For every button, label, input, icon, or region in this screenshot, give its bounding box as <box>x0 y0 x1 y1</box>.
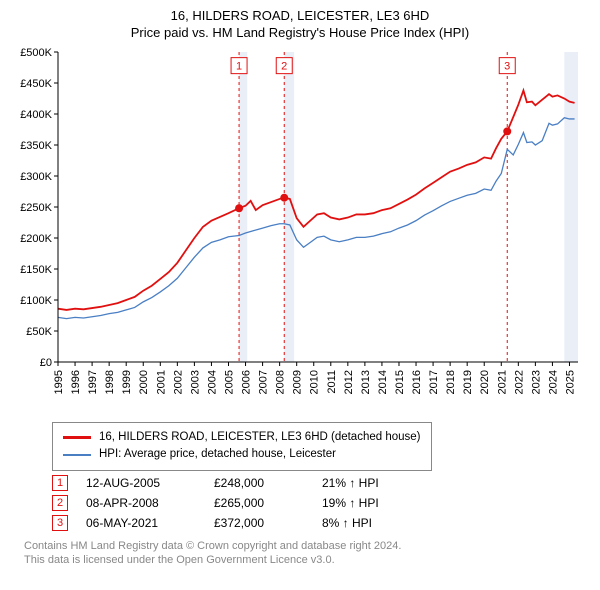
svg-text:£350K: £350K <box>20 140 52 152</box>
svg-text:2004: 2004 <box>206 370 218 394</box>
svg-text:£400K: £400K <box>20 109 52 121</box>
chart-container: £0 £50K £100K £150K £200K £250K £300K £350K £400… <box>12 46 588 416</box>
footer-line: This data is licensed under the Open Gov… <box>24 553 588 568</box>
annotation-price: £372,000 <box>214 516 304 530</box>
svg-text:2019: 2019 <box>462 370 474 394</box>
annotations-table: 1 12-AUG-2005 £248,000 21% ↑ HPI 2 08-AP… <box>52 475 588 531</box>
svg-text:£50K: £50K <box>26 326 52 338</box>
svg-text:2012: 2012 <box>343 370 355 394</box>
legend: 16, HILDERS ROAD, LEICESTER, LE3 6HD (de… <box>52 422 432 471</box>
annotation-pct: 19% ↑ HPI <box>322 496 432 510</box>
annotation-date: 06-MAY-2021 <box>86 516 196 530</box>
svg-text:1996: 1996 <box>70 370 82 394</box>
annotation-marker: 3 <box>52 515 68 531</box>
svg-text:2015: 2015 <box>394 370 406 394</box>
svg-text:£500K: £500K <box>20 47 52 59</box>
svg-text:2000: 2000 <box>138 370 150 394</box>
page-subtitle: Price paid vs. HM Land Registry's House … <box>12 25 588 40</box>
annotation-date: 08-APR-2008 <box>86 496 196 510</box>
svg-text:£250K: £250K <box>20 202 52 214</box>
annotation-row: 2 08-APR-2008 £265,000 19% ↑ HPI <box>52 495 588 511</box>
svg-text:2014: 2014 <box>377 370 389 394</box>
svg-text:2025: 2025 <box>564 370 576 394</box>
svg-text:2022: 2022 <box>513 370 525 394</box>
svg-text:2001: 2001 <box>155 370 167 394</box>
svg-text:£150K: £150K <box>20 264 52 276</box>
annotation-date: 12-AUG-2005 <box>86 476 196 490</box>
annotation-pct: 8% ↑ HPI <box>322 516 432 530</box>
svg-text:1997: 1997 <box>87 370 99 394</box>
svg-text:2: 2 <box>281 61 287 73</box>
svg-text:1998: 1998 <box>104 370 116 394</box>
svg-text:£200K: £200K <box>20 233 52 245</box>
svg-text:2008: 2008 <box>275 370 287 394</box>
svg-text:2023: 2023 <box>530 370 542 394</box>
svg-text:2018: 2018 <box>445 370 457 394</box>
legend-swatch <box>63 454 91 457</box>
page-title: 16, HILDERS ROAD, LEICESTER, LE3 6HD <box>12 8 588 23</box>
annotation-row: 1 12-AUG-2005 £248,000 21% ↑ HPI <box>52 475 588 491</box>
svg-text:1999: 1999 <box>121 370 133 394</box>
svg-text:£300K: £300K <box>20 171 52 183</box>
svg-text:1995: 1995 <box>53 370 65 394</box>
price-chart: £0 £50K £100K £150K £200K £250K £300K £350K £400… <box>12 46 588 416</box>
footer-line: Contains HM Land Registry data © Crown c… <box>24 539 588 554</box>
svg-text:2005: 2005 <box>223 370 235 394</box>
svg-text:2024: 2024 <box>547 370 559 394</box>
svg-text:1: 1 <box>236 61 242 73</box>
annotation-row: 3 06-MAY-2021 £372,000 8% ↑ HPI <box>52 515 588 531</box>
svg-text:2021: 2021 <box>496 370 508 394</box>
svg-text:2009: 2009 <box>292 370 304 394</box>
svg-text:2002: 2002 <box>172 370 184 394</box>
svg-text:2020: 2020 <box>479 370 491 394</box>
svg-text:£0: £0 <box>40 357 52 369</box>
svg-text:2013: 2013 <box>360 370 372 394</box>
svg-text:2003: 2003 <box>189 370 201 394</box>
annotation-price: £265,000 <box>214 496 304 510</box>
annotation-marker: 2 <box>52 495 68 511</box>
legend-label: HPI: Average price, detached house, Leic… <box>99 446 336 463</box>
svg-text:2007: 2007 <box>258 370 270 394</box>
svg-text:2016: 2016 <box>411 370 423 394</box>
svg-text:£450K: £450K <box>20 78 52 90</box>
legend-item: HPI: Average price, detached house, Leic… <box>63 446 421 463</box>
annotation-pct: 21% ↑ HPI <box>322 476 432 490</box>
annotation-price: £248,000 <box>214 476 304 490</box>
footer-attribution: Contains HM Land Registry data © Crown c… <box>24 539 588 569</box>
svg-text:2010: 2010 <box>309 370 321 394</box>
svg-text:2017: 2017 <box>428 370 440 394</box>
svg-text:£100K: £100K <box>20 295 52 307</box>
legend-swatch <box>63 436 91 439</box>
svg-text:3: 3 <box>504 61 510 73</box>
svg-text:2011: 2011 <box>326 370 338 394</box>
svg-text:2006: 2006 <box>241 370 253 394</box>
legend-item: 16, HILDERS ROAD, LEICESTER, LE3 6HD (de… <box>63 429 421 446</box>
annotation-marker: 1 <box>52 475 68 491</box>
legend-label: 16, HILDERS ROAD, LEICESTER, LE3 6HD (de… <box>99 429 421 446</box>
